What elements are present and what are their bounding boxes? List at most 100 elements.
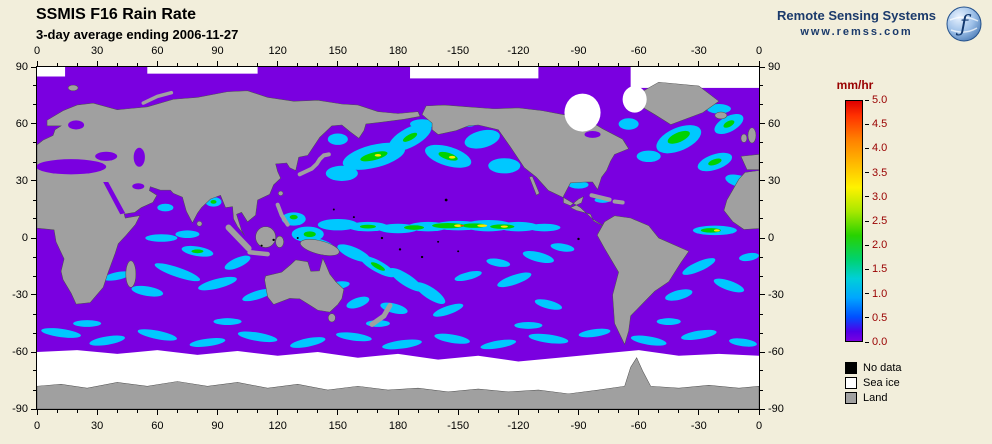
lat-tick [759,389,763,391]
antarctica [37,357,759,409]
lat-label: -60 [12,346,28,358]
lon-tick [437,409,439,413]
hudson-archipelago-ice [564,93,601,132]
lon-tick [116,63,118,67]
mediterranean-sea [37,159,107,175]
map-frame: 0 0 30 30 60 60 90 90 120 120 150 150 180 180 -150 -150… [12,45,784,432]
lon-label: -90 [570,45,587,57]
lon-tick [116,409,118,413]
branding: Remote Sensing Systems www.remss.com ƒ [777,4,984,44]
lon-tick [397,409,399,415]
lat-tick [759,256,763,258]
no-data-specks [260,198,580,259]
south-america [596,215,690,346]
lat-label: 90 [768,61,781,73]
legend-label-no-data: No data [863,362,902,374]
lat-label: 60 [768,118,781,130]
australia [264,257,345,313]
colorbar-tick [865,268,869,270]
lon-label: -90 [570,420,587,432]
lon-tick [638,409,640,415]
colorbar-tick-label: 2.0 [872,239,888,252]
lon-tick [457,409,459,415]
lat-tick [33,389,37,391]
lon-tick [537,63,539,67]
lon-tick [196,409,198,413]
lon-label: 60 [151,45,164,57]
philippines [278,205,288,225]
lat-tick [759,161,763,163]
lon-tick [578,61,579,67]
lon-tick [56,63,58,67]
lat-tick [759,104,763,106]
lon-tick [337,61,339,67]
lon-tick [758,409,760,415]
lat-tick [31,408,37,410]
lon-tick [417,409,419,413]
colorbar-tick [865,147,869,149]
lon-tick [36,409,38,415]
lon-tick [237,409,239,413]
sri-lanka [196,221,203,227]
lon-tick [277,409,279,415]
lon-label: 60 [151,420,164,432]
colorbar-tick-label: 1.5 [872,263,888,276]
colorbar: 5.0 4.5 4.0 3.5 3.0 2.5 2.0 1.5 1.0 0.5 0.0 [845,94,887,348]
lon-tick [317,409,319,413]
lat-tick [31,180,37,182]
colorbar-units: mm/hr [836,78,874,92]
lon-tick [537,409,539,413]
lat-label: 90 [15,61,28,73]
lon-tick [658,63,660,67]
borneo [255,226,276,248]
globe-icon: ƒ [946,6,982,42]
lat-tick [33,85,37,87]
brand-name: Remote Sensing Systems [777,8,936,23]
java [250,252,268,254]
tasmania [327,313,336,323]
lon-tick [517,61,519,67]
lon-tick [638,61,640,67]
greenland [638,81,720,125]
lon-tick [76,63,78,67]
lon-tick [578,409,579,415]
sulawesi [275,235,284,248]
lon-tick [317,63,319,67]
iberia [740,154,759,170]
lat-tick [759,275,763,277]
lon-tick [698,61,700,67]
lon-tick [377,409,379,413]
lon-tick [156,409,158,415]
lon-label: -60 [630,45,647,57]
lat-tick [33,199,37,201]
lon-tick [457,61,459,67]
page-title: SSMIS F16 Rain Rate [36,6,197,23]
lon-tick [417,63,419,67]
lon-tick [497,63,499,67]
lat-tick [33,313,37,315]
lat-label: -30 [12,289,28,301]
ireland [740,133,748,143]
lon-label: 0 [33,45,41,57]
lon-tick [297,63,299,67]
lon-label: 90 [211,45,224,57]
lon-tick [136,63,138,67]
landmasses [37,81,759,409]
afro-eurasia [37,90,421,305]
lon-tick [176,409,178,413]
great-britain [747,127,757,144]
iceland [714,111,728,120]
lon-label: 0 [755,45,763,57]
lon-label: 180 [388,420,408,432]
colorbar-tick [865,123,869,125]
lat-tick [759,351,765,353]
lat-tick [31,66,37,68]
red-sea [103,181,126,215]
lat-tick [759,66,765,68]
colorbar-tick-label: 1.0 [872,287,888,300]
lon-tick [437,63,439,67]
brand-url-link[interactable]: www.remss.com [800,26,913,38]
lon-tick [557,63,559,67]
colorbar-tick-label: 0.5 [872,311,888,324]
